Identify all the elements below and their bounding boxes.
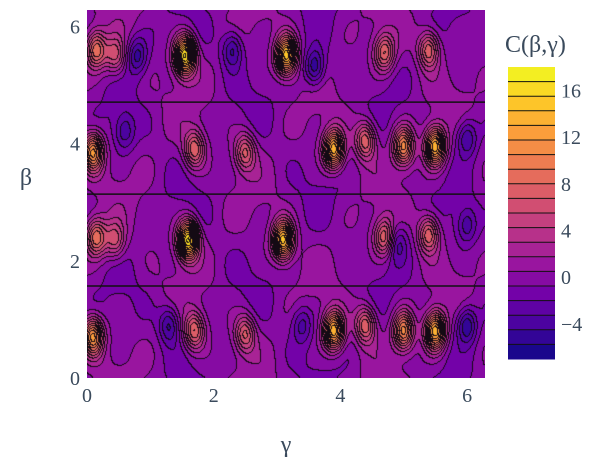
x-axis-label: γ [280, 432, 292, 458]
y-tick-label: 2 [70, 251, 80, 273]
y-axis-ticks: 0 2 4 6 [70, 17, 80, 390]
colorbar-band [508, 227, 555, 243]
y-tick-label: 6 [70, 17, 80, 39]
colorbar-band [508, 329, 555, 345]
colorbar-band [508, 242, 555, 258]
colorbar-tick-label: 0 [561, 267, 571, 289]
y-tick-label: 4 [70, 134, 80, 156]
y-axis-label: β [20, 165, 32, 191]
x-axis-ticks: 0 2 4 6 [82, 385, 472, 407]
colorbar-tick-label: 8 [561, 174, 571, 196]
colorbar-band [508, 169, 555, 185]
colorbar-band [508, 125, 555, 141]
colorbar-band [508, 344, 555, 360]
colorbar-band [508, 96, 555, 112]
colorbar-band [508, 256, 555, 272]
x-tick-label: 4 [335, 385, 345, 407]
colorbar: −4 0 4 8 12 16 [508, 67, 582, 360]
plot-area [87, 10, 485, 378]
x-tick-label: 2 [209, 385, 219, 407]
colorbar-band [508, 154, 555, 170]
colorbar-tick-label: 4 [561, 221, 571, 243]
colorbar-band [508, 315, 555, 331]
colorbar-band [508, 286, 555, 302]
y-tick-label: 0 [70, 368, 80, 390]
colorbar-band [508, 81, 555, 97]
colorbar-title: C(β,γ) [505, 32, 566, 58]
colorbar-band [508, 67, 555, 83]
colorbar-band [508, 110, 555, 126]
colorbar-band [508, 213, 555, 229]
x-tick-label: 0 [82, 385, 92, 407]
x-tick-label: 6 [462, 385, 472, 407]
colorbar-band [508, 140, 555, 156]
colorbar-band [508, 183, 555, 199]
colorbar-tick-label: 16 [561, 80, 581, 102]
colorbar-tick-label: 12 [561, 127, 581, 149]
colorbar-band [508, 300, 555, 316]
colorbar-band [508, 271, 555, 287]
colorbar-tick-label: −4 [561, 314, 582, 336]
colorbar-band [508, 198, 555, 214]
